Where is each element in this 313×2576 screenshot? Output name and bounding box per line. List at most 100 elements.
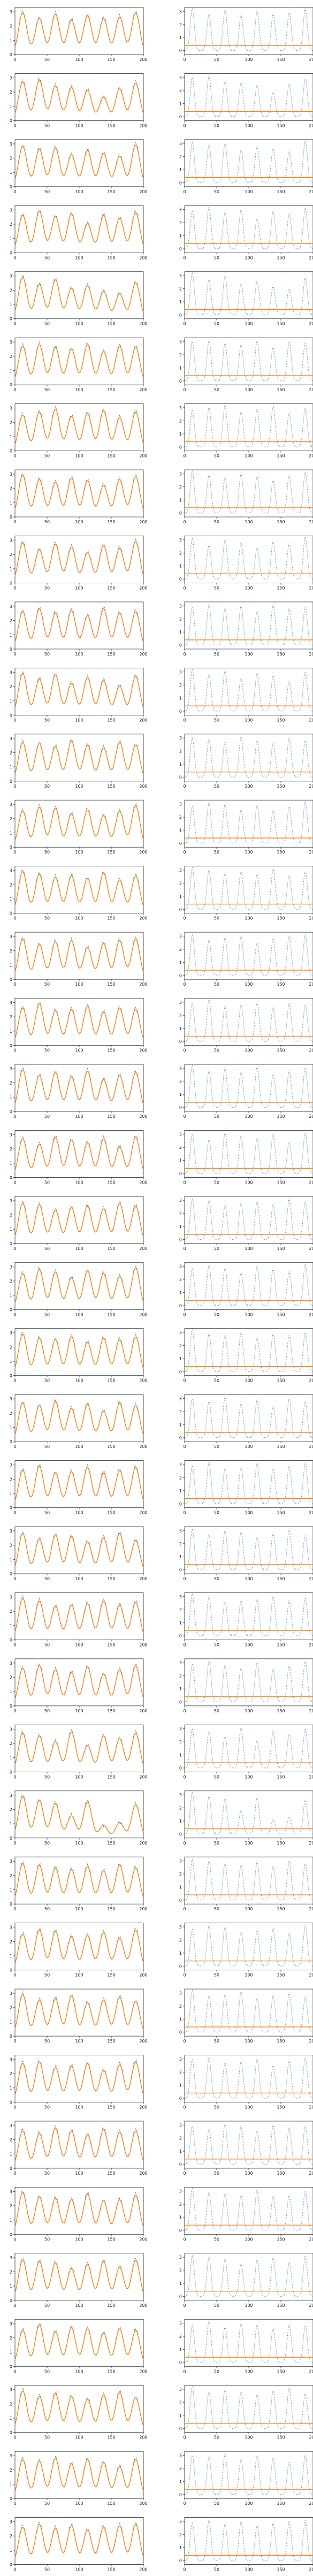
right-panel-14-x-tick-label: 150	[277, 916, 285, 921]
left-panel-4-x-tick-label: 200	[139, 255, 147, 260]
right-panel-7-x-tick-label: 200	[309, 454, 313, 459]
left-panel-5-y-tick-label: 1	[10, 302, 12, 307]
right-panel-22-x-tick-label: 200	[309, 1444, 313, 1449]
right-panel-14-blue-series	[184, 866, 313, 910]
right-panel-4-x-tick-label: 0	[183, 255, 186, 260]
left-panel-37-y-tick-label: 0	[10, 2430, 12, 2435]
left-panel-3-axes-frame	[14, 139, 144, 187]
left-panel-18-axes-frame	[14, 1130, 144, 1178]
left-panel-6-blue-series	[14, 341, 144, 378]
right-panel-1-axes-frame	[184, 7, 313, 55]
right-panel-31-x-tick-label: 150	[277, 2039, 285, 2044]
right-panel-18-axes-frame	[184, 1130, 313, 1178]
left-panel-2-y-tick-label: 2	[10, 90, 12, 95]
right-panel-2-x-tick-label: 100	[245, 123, 253, 128]
left-panel-21-x-tick-label: 150	[107, 1378, 115, 1383]
left-panel-28-blue-series	[14, 1794, 144, 1834]
right-panel-31-blue-series	[184, 1990, 313, 2033]
right-panel-29-x-tick-label: 0	[183, 1907, 186, 1911]
left-panel-4-y-tick-label: 1	[10, 237, 12, 241]
right-panel-11-y-tick-label: 0	[179, 709, 182, 714]
right-panel-11-x-tick-label: 0	[183, 718, 186, 722]
left-panel-38-x-tick-label: 0	[13, 2501, 16, 2506]
left-panel-31-x-tick-label: 0	[13, 2039, 16, 2044]
left-panel-36-y-tick-label: 3	[10, 2321, 12, 2326]
right-panel-3-y-tick-label: 2	[179, 155, 182, 159]
left-panel-13-y-tick-label: 0	[10, 845, 12, 850]
left-panel-39-x-tick-label: 200	[139, 2567, 147, 2572]
right-panel-11-x-tick-label: 100	[245, 718, 253, 722]
left-panel-34-x-tick-label: 150	[107, 2237, 115, 2242]
left-panel-3-x-tick-label: 150	[107, 189, 115, 194]
left-panel-9-y-tick-label: 1	[10, 567, 12, 571]
left-panel-10-x-tick-label: 200	[139, 652, 147, 657]
left-panel-35-blue-series	[14, 2257, 144, 2293]
left-panel-26-orange-series	[14, 1665, 144, 1699]
left-panel-17-x-tick-label: 100	[75, 1114, 83, 1119]
left-panel-8-x-tick-label: 200	[139, 520, 147, 524]
right-panel-10-x-tick-label: 0	[183, 652, 186, 657]
left-panel-27-x-tick-label: 50	[44, 1774, 50, 1779]
left-panel-13-x-tick-label: 0	[13, 850, 16, 855]
right-panel-10-y-tick-label: 3	[179, 604, 182, 608]
right-panel-5-blue-series	[184, 272, 313, 315]
right-panel-29-blue-series	[184, 1858, 313, 1901]
left-panel-6-x-tick-label: 50	[44, 387, 50, 392]
left-panel-35-x-tick-label: 50	[44, 2303, 50, 2308]
right-panel-17-x-tick-label: 200	[309, 1114, 313, 1119]
right-panel-8-y-tick-label: 3	[179, 471, 182, 476]
left-panel-23-x-tick-label: 200	[139, 1511, 147, 1515]
right-panel-15-x-tick-label: 150	[277, 982, 285, 987]
left-panel-31-y-tick-label: 0	[10, 2034, 12, 2039]
right-panel-33-y-tick-label: 3	[179, 2123, 182, 2128]
left-panel-7-y-tick-label: 2	[10, 420, 12, 425]
right-panel-24-y-tick-label: 0	[179, 1568, 182, 1573]
right-panel-35-axes-frame	[184, 2253, 313, 2301]
left-panel-20-y-tick-label: 1	[10, 1293, 12, 1298]
right-panel-35-blue-series	[184, 2255, 313, 2297]
right-panel-13-y-tick-label: 1	[179, 828, 182, 833]
left-panel-21-blue-series	[14, 1331, 144, 1369]
left-panel-6-x-tick-label: 200	[139, 387, 147, 392]
right-panel-22-x-tick-label: 150	[277, 1444, 285, 1449]
left-panel-27-y-tick-label: 1	[10, 1756, 12, 1760]
right-panel-26-blue-series	[184, 1660, 313, 1702]
right-panel-24-y-tick-label: 2	[179, 1542, 182, 1546]
left-panel-31-x-tick-label: 150	[107, 2039, 115, 2044]
right-panel-10-y-tick-label: 1	[179, 630, 182, 635]
right-panel-35-x-tick-label: 200	[309, 2303, 313, 2308]
left-panel-1-y-tick-label: 0	[10, 52, 12, 57]
right-panel-18-y-tick-label: 3	[179, 1132, 182, 1137]
left-panel-33-axes-frame	[14, 2121, 144, 2169]
left-panel-4-blue-series	[14, 208, 144, 246]
right-panel-23-x-tick-label: 0	[183, 1511, 186, 1515]
left-panel-24-x-tick-label: 0	[13, 1576, 16, 1581]
left-panel-12-orange-series	[14, 740, 144, 775]
right-panel-20-axes-frame	[184, 1262, 313, 1310]
right-panel-12-y-tick-label: 1	[179, 762, 182, 767]
left-panel-6-y-tick-label: 1	[10, 369, 12, 374]
left-panel-9-x-tick-label: 200	[139, 585, 147, 590]
left-panel-6-y-tick-label: 2	[10, 354, 12, 359]
right-panel-27-y-tick-label: 2	[179, 1740, 182, 1744]
right-panel-35-y-tick-label: 1	[179, 2281, 182, 2286]
left-panel-27-x-tick-label: 100	[75, 1774, 83, 1779]
left-panel-33-blue-series	[14, 2124, 144, 2161]
left-panel-2-axes-frame	[14, 73, 144, 121]
left-panel-2-x-tick-label: 200	[139, 123, 147, 128]
right-panel-39-x-tick-label: 150	[277, 2567, 285, 2572]
left-panel-6-x-tick-label: 150	[107, 387, 115, 392]
left-panel-38-y-tick-label: 1	[10, 2482, 12, 2487]
left-panel-30-x-tick-label: 150	[107, 1973, 115, 1978]
left-panel-25-x-tick-label: 50	[44, 1642, 50, 1647]
right-panel-22-y-tick-label: 2	[179, 1409, 182, 1414]
left-panel-34-blue-series	[14, 2190, 144, 2228]
right-panel-22-x-tick-label: 0	[183, 1444, 186, 1449]
left-panel-30-y-tick-label: 3	[10, 1925, 12, 1930]
right-panel-14-y-tick-label: 0	[179, 907, 182, 912]
right-panel-18-x-tick-label: 0	[183, 1180, 186, 1185]
left-panel-29-x-tick-label: 150	[107, 1907, 115, 1911]
right-panel-32-x-tick-label: 200	[309, 2105, 313, 2110]
left-panel-1-x-tick-label: 100	[75, 57, 83, 62]
left-panel-3-x-tick-label: 50	[44, 189, 50, 194]
